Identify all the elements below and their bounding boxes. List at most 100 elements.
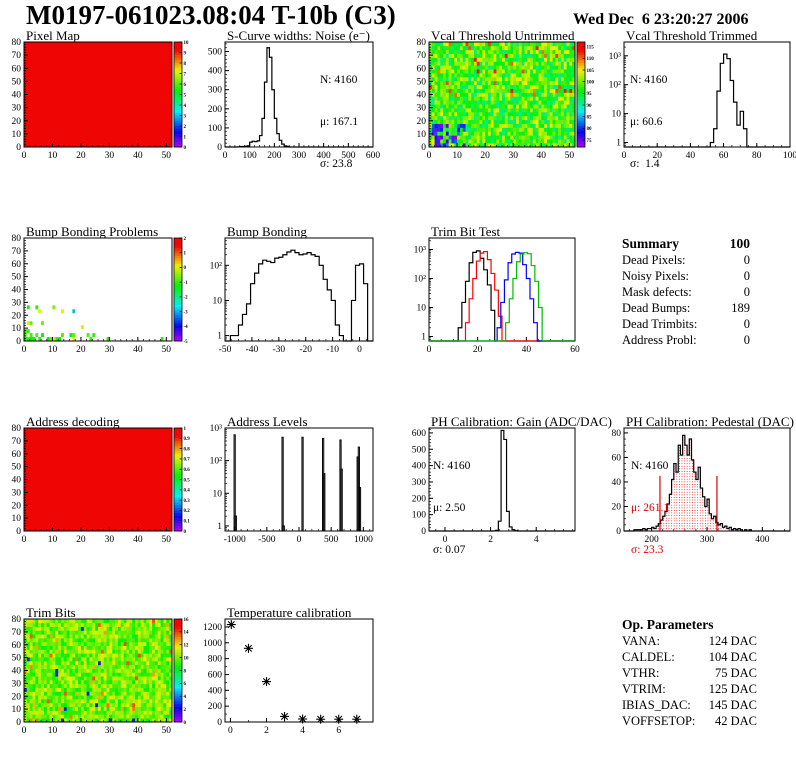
svg-text:80: 80 (587, 127, 593, 132)
svg-text:10: 10 (184, 656, 190, 661)
plot-title-temp-calibration: Temperature calibration (227, 605, 352, 620)
ph_pedestal-plot: 200 300 400 0 20 40 60 80 (612, 427, 791, 545)
svg-text:-3: -3 (184, 310, 189, 315)
svg-text:40: 40 (133, 151, 143, 161)
trim_bit_test-plot: 0 20 40 60 1 10 10² 10³ (414, 237, 580, 355)
svg-text:16: 16 (184, 618, 190, 623)
svg-text:60: 60 (12, 450, 22, 460)
svg-text:0: 0 (228, 726, 233, 736)
svg-text:90: 90 (587, 104, 593, 109)
stat-line: σ: 23.8 (320, 158, 353, 170)
svg-text:10: 10 (48, 535, 58, 545)
svg-text:40: 40 (612, 478, 622, 488)
summary-row-dead-bumps: Dead Bumps: 189 (622, 301, 750, 315)
svg-text:9: 9 (184, 51, 187, 56)
page-title: M0197-061023.08:04 T-10b (C3) (26, 0, 396, 30)
svg-text:10²: 10² (609, 81, 622, 91)
svg-text:50: 50 (565, 151, 575, 161)
svg-text:1: 1 (616, 139, 621, 149)
svg-text:10³: 10³ (414, 246, 427, 256)
vcal_trimmed-plot: 0 20 40 60 80 100 1 10 10² 10³ (609, 41, 796, 161)
svg-text:300: 300 (412, 478, 427, 488)
svg-text:40: 40 (133, 535, 143, 545)
svg-text:0: 0 (443, 535, 448, 545)
svg-text:1: 1 (184, 427, 187, 432)
svg-text:10: 10 (417, 130, 427, 140)
summary-row-dead-pixels: Dead Pixels: 0 (622, 253, 750, 267)
svg-text:10: 10 (48, 726, 58, 736)
temp_cal-plot: 0 2 4 6 0 200 400 600 800 1000 1200 (203, 618, 374, 736)
svg-text:10: 10 (12, 130, 22, 140)
svg-text:200: 200 (208, 702, 223, 712)
svg-text:0.9: 0.9 (184, 437, 191, 442)
svg-text:0.6: 0.6 (184, 468, 191, 473)
vcal_untrimmed-plot: 0 10 20 30 40 50 0 10 20 30 40 50 60 70 80 115 110 105 100… (417, 38, 595, 161)
svg-text:300: 300 (208, 86, 223, 96)
svg-text:10²: 10² (210, 457, 223, 467)
svg-text:0: 0 (427, 151, 432, 161)
svg-text:20: 20 (76, 151, 86, 161)
svg-text:40: 40 (12, 667, 22, 677)
svg-text:0: 0 (616, 527, 621, 537)
svg-text:20: 20 (76, 345, 86, 355)
timestamp: Wed Dec 6 23:20:27 2006 (573, 11, 749, 28)
svg-text:0: 0 (16, 143, 21, 153)
stats-scurve-noise: N: 4160 μ: 167.1 σ: 23.8 (320, 45, 358, 199)
stat-line: N: 4160 (630, 74, 668, 86)
svg-text:30: 30 (12, 679, 22, 689)
svg-text:0: 0 (357, 345, 362, 355)
svg-text:30: 30 (417, 104, 427, 114)
svg-text:800: 800 (208, 655, 223, 665)
svg-text:1: 1 (184, 252, 187, 257)
svg-text:6: 6 (184, 682, 187, 687)
svg-text:3: 3 (184, 114, 187, 119)
summary-grade: 100 (729, 236, 750, 251)
op-row-ibias-dac: IBIAS_DAC: 145 DAC (622, 698, 757, 712)
op-parameters-block: Op. Parameters VANA: 124 DAC CALDEL: 104 D… (622, 617, 757, 729)
svg-text:60: 60 (417, 64, 427, 74)
svg-text:20: 20 (76, 535, 86, 545)
svg-text:300: 300 (292, 151, 307, 161)
svg-text:30: 30 (12, 298, 22, 308)
svg-text:95: 95 (587, 92, 593, 97)
svg-text:0.2: 0.2 (184, 509, 191, 514)
svg-text:500: 500 (341, 151, 356, 161)
svg-text:4: 4 (184, 695, 187, 700)
op-row-caldel: CALDEL: 104 DAC (622, 650, 757, 664)
svg-text:70: 70 (12, 247, 22, 257)
plot-title-vcal-untrimmed: Vcal Threshold Untrimmed (431, 28, 575, 43)
svg-text:0.7: 0.7 (184, 458, 191, 463)
svg-text:20: 20 (12, 692, 22, 702)
svg-text:6: 6 (336, 726, 341, 736)
op-row-voffsetop: VOFFSETOP: 42 DAC (622, 714, 757, 728)
stat-line: σ: 23.3 (631, 544, 664, 556)
svg-text:0: 0 (22, 345, 27, 355)
stats-vcal-trimmed: N: 4160 μ: 60.6 σ: 1.4 (630, 45, 667, 199)
svg-text:0.3: 0.3 (184, 499, 191, 504)
svg-text:20: 20 (473, 345, 483, 355)
svg-text:400: 400 (208, 686, 223, 696)
summary-row-address-probl: Address Probl: 0 (622, 333, 750, 347)
stat-line: N: 4160 (320, 74, 358, 86)
svg-text:2: 2 (184, 708, 187, 713)
plot-title-trim-bit-test: Trim Bit Test (431, 224, 501, 239)
svg-text:20: 20 (612, 502, 622, 512)
op-row-vana: VANA: 124 DAC (622, 634, 757, 648)
svg-text:0: 0 (421, 143, 426, 153)
svg-text:20: 20 (417, 117, 427, 127)
svg-text:40: 40 (417, 91, 427, 101)
svg-text:30: 30 (12, 104, 22, 114)
svg-text:400: 400 (208, 67, 223, 77)
svg-text:0: 0 (217, 718, 222, 728)
plot-title-ph-pedestal: PH Calibration: Pedestal (DAC) (626, 414, 794, 429)
svg-text:80: 80 (612, 429, 622, 439)
summary-title: Summary (622, 236, 679, 251)
svg-text:100: 100 (587, 80, 595, 85)
op-row-vtrim: VTRIM: 125 DAC (622, 682, 757, 696)
svg-text:50: 50 (12, 77, 22, 87)
svg-text:1000: 1000 (354, 535, 373, 545)
svg-text:50: 50 (162, 151, 172, 161)
svg-text:500: 500 (208, 48, 223, 58)
